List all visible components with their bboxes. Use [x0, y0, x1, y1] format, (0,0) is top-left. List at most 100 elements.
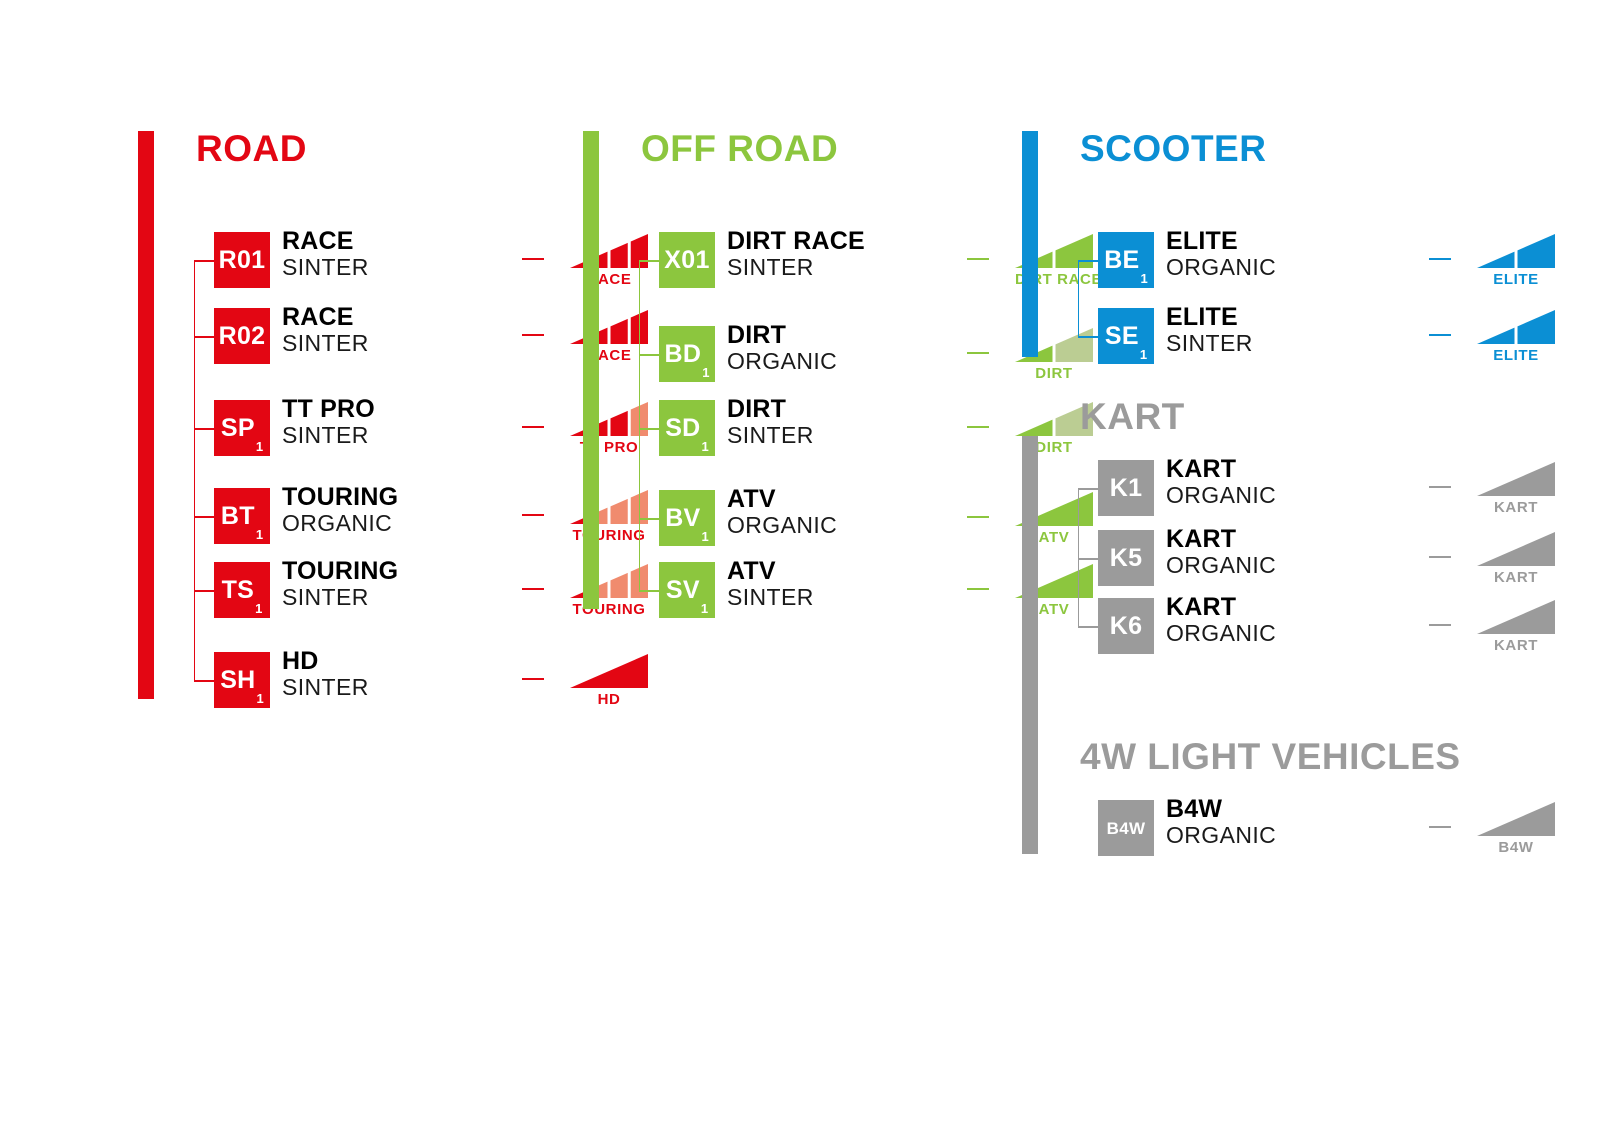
product-name: ATV — [727, 557, 776, 585]
product-code-box[interactable]: R02 — [214, 308, 270, 364]
performance-indicator: TT PRO — [570, 402, 648, 456]
product-material: SINTER — [282, 422, 369, 448]
performance-indicator: B4W — [1477, 802, 1555, 856]
tree-connector-scooter — [1078, 260, 1079, 336]
product-labels: TT PRO SINTER — [282, 396, 375, 449]
performance-label: RACE — [586, 271, 632, 288]
performance-indicator: KART — [1477, 462, 1555, 516]
tree-branch — [194, 428, 214, 430]
product-name: B4W — [1166, 795, 1223, 823]
tree-branch — [194, 516, 214, 518]
product-name: ELITE — [1166, 227, 1238, 255]
product-code-box[interactable]: SD 1 — [659, 400, 715, 456]
performance-indicator: KART — [1477, 532, 1555, 586]
product-code-text: K6 — [1109, 611, 1143, 640]
product-code-box[interactable]: R01 — [214, 232, 270, 288]
product-code-subscript: 1 — [701, 439, 709, 454]
group-title-scooter: SCOOTER — [1080, 128, 1267, 169]
product-code-box[interactable]: K5 — [1098, 530, 1154, 586]
product-code-subscript: 1 — [1140, 271, 1148, 286]
product-code-box[interactable]: X01 — [659, 232, 715, 288]
product-code-box[interactable]: SV 1 — [659, 562, 715, 618]
product-code-box[interactable]: K6 — [1098, 598, 1154, 654]
product-labels: DIRT RACE SINTER — [727, 228, 865, 281]
product-labels: DIRT ORGANIC — [727, 322, 837, 375]
product-name: HD — [282, 647, 319, 675]
product-name: ELITE — [1166, 303, 1238, 331]
connector-dash — [1429, 334, 1451, 337]
product-code-text: SH — [220, 665, 256, 694]
product-code-text: BD — [664, 339, 702, 368]
performance-label: TT PRO — [579, 439, 639, 456]
product-labels: ELITE SINTER — [1166, 304, 1253, 357]
product-code-box[interactable]: BE 1 — [1098, 232, 1154, 288]
product-material: SINTER — [1166, 330, 1253, 356]
product-material: ORGANIC — [727, 513, 837, 539]
product-code-box[interactable]: K1 — [1098, 460, 1154, 516]
connector-dash — [1429, 624, 1451, 627]
product-material: SINTER — [727, 422, 814, 448]
product-code-subscript: 1 — [256, 691, 264, 706]
product-material-text: ORGANIC — [727, 349, 838, 374]
product-code-box[interactable]: SE 1 — [1098, 308, 1154, 364]
product-code-box[interactable]: TS 1 — [214, 562, 270, 618]
product-material: ORGANIC — [727, 349, 837, 375]
connector-dash — [522, 514, 544, 517]
product-labels: ATV ORGANIC — [727, 486, 837, 539]
product-code-box[interactable]: SH 1 — [214, 652, 270, 708]
product-material: ORGANIC — [1166, 552, 1277, 578]
product-code-box[interactable]: SP 1 — [214, 400, 270, 456]
product-code-text: BE — [1104, 245, 1140, 274]
performance-indicator: DIRT — [1015, 402, 1093, 456]
connector-dash — [967, 516, 989, 519]
product-name: KART — [1166, 455, 1237, 483]
product-name: TOURING — [282, 483, 399, 511]
tree-branch — [194, 680, 214, 682]
tree-connector-road — [194, 260, 195, 680]
product-code-subscript: 1 — [700, 601, 709, 616]
product-material-text: ORGANIC — [727, 513, 838, 538]
performance-label: DIRT — [1035, 365, 1073, 382]
performance-indicator: TOURING — [570, 490, 648, 544]
performance-label: KART — [1493, 499, 1539, 516]
connector-dash — [1429, 486, 1451, 489]
product-code-text: R02 — [218, 321, 266, 350]
product-code-text: K5 — [1109, 543, 1143, 572]
tree-branch — [1078, 336, 1098, 338]
product-labels: TOURING SINTER — [282, 558, 398, 611]
tree-branch — [1078, 260, 1098, 262]
product-code-box[interactable]: BT 1 — [214, 488, 270, 544]
product-code-subscript: 1 — [255, 601, 263, 616]
product-code-box[interactable]: BV 1 — [659, 490, 715, 546]
product-code-subscript: 1 — [702, 365, 710, 380]
tree-branch — [639, 428, 659, 430]
product-labels: KART ORGANIC — [1166, 456, 1276, 509]
performance-indicator: RACE — [570, 234, 648, 288]
product-material: SINTER — [282, 584, 369, 610]
tree-branch — [639, 518, 659, 520]
group-title-offroad: OFF ROAD — [641, 128, 839, 169]
product-name: TOURING — [282, 557, 399, 585]
product-material: SINTER — [727, 254, 814, 280]
product-code-text: SD — [665, 413, 701, 442]
performance-label: RACE — [586, 347, 632, 364]
tree-branch — [194, 260, 214, 262]
product-material: ORGANIC — [282, 510, 393, 536]
performance-label: KART — [1493, 637, 1539, 654]
product-name: RACE — [282, 227, 354, 255]
connector-dash — [522, 334, 544, 337]
product-name: TT PRO — [282, 395, 375, 423]
connector-dash — [967, 426, 989, 429]
performance-indicator: ELITE — [1477, 234, 1555, 288]
performance-indicator: RACE — [570, 310, 648, 364]
product-code-box[interactable]: B4W — [1098, 800, 1154, 856]
performance-label: B4W — [1498, 839, 1534, 856]
product-code-box[interactable]: BD 1 — [659, 326, 715, 382]
product-code-subscript: 1 — [701, 529, 709, 544]
product-name: KART — [1166, 593, 1237, 621]
product-code-text: TS — [221, 575, 255, 604]
product-code-text: K1 — [1109, 473, 1143, 502]
product-material: ORGANIC — [1166, 482, 1277, 508]
product-name: ATV — [727, 485, 776, 513]
performance-indicator: ELITE — [1477, 310, 1555, 364]
